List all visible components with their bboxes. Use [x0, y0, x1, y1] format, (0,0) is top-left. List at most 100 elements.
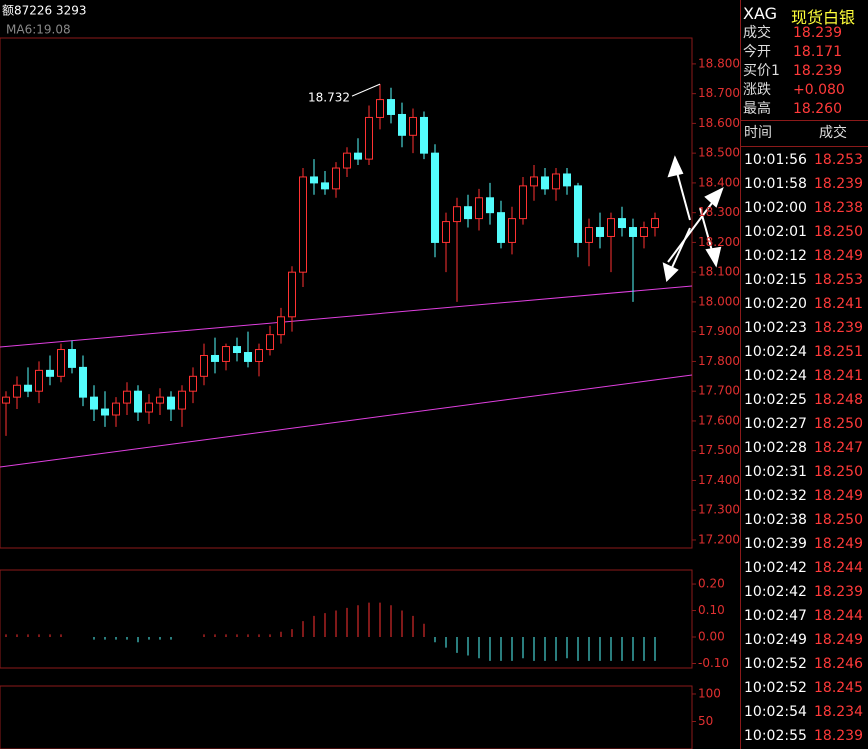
- tick-time: 10:02:23: [744, 320, 807, 336]
- chart: 额87226 3293 MA6:19.08 18.800 18.700 18.600…: [0, 4, 740, 749]
- tick-price: 18.239: [814, 320, 863, 336]
- candle-body: [365, 116, 373, 160]
- tick-price: 18.250: [814, 464, 863, 480]
- tick-row: 10:02:20 18.241: [743, 292, 867, 316]
- tick-price: 18.247: [814, 440, 863, 456]
- tick-row: 10:02:01 18.250: [743, 220, 867, 244]
- tick-time: 10:02:32: [744, 488, 807, 504]
- y-tick-label: 17.300: [698, 503, 740, 517]
- tick-time: 10:02:52: [744, 680, 807, 696]
- quote-label: 买价1: [743, 63, 780, 79]
- candle-body: [2, 396, 10, 404]
- tick-time: 10:02:38: [744, 512, 807, 528]
- candle-body: [464, 206, 472, 220]
- candle-body: [156, 396, 164, 404]
- tick-price: 18.253: [814, 272, 863, 288]
- candle-body: [486, 197, 494, 214]
- y-tick-label: 18.700: [698, 86, 740, 100]
- tick-row: 10:02:31 18.250: [743, 460, 867, 484]
- candle-body: [24, 384, 32, 392]
- kdj-tick-label: 100: [698, 686, 721, 700]
- quote-row: 买价1 18.239: [743, 62, 867, 81]
- candle-body: [530, 176, 538, 187]
- tick-row: 10:02:15 18.253: [743, 268, 867, 292]
- candle-body: [112, 402, 120, 416]
- candle-body: [596, 227, 604, 237]
- symbol: XAG: [743, 4, 778, 23]
- candle-body: [508, 218, 516, 243]
- tick-price: 18.248: [814, 392, 863, 408]
- y-tick-label: 18.400: [698, 175, 740, 189]
- candle-body: [222, 346, 230, 362]
- tick-row: 10:02:24 18.251: [743, 340, 867, 364]
- candle-body: [387, 99, 395, 115]
- quote-row: 涨跌 +0.080: [743, 81, 867, 100]
- tick-price: 18.250: [814, 512, 863, 528]
- quote-label: 涨跌: [743, 82, 771, 98]
- quote-value: 18.171: [793, 44, 842, 60]
- tick-price: 18.241: [814, 296, 863, 312]
- y-tick-label: 17.900: [698, 324, 740, 338]
- quote-row: 最高 18.260: [743, 100, 867, 119]
- tick-row: 10:02:54 18.234: [743, 700, 867, 724]
- tick-row: 10:02:23 18.239: [743, 316, 867, 340]
- quote-label: 今开: [743, 44, 771, 60]
- candle-body: [134, 390, 142, 413]
- y-tick-label: 17.400: [698, 473, 740, 487]
- y-tick-label: 17.500: [698, 443, 740, 457]
- candle-body: [178, 390, 186, 410]
- candle-body: [607, 218, 615, 237]
- tick-time: 10:02:42: [744, 584, 807, 600]
- tick-time: 10:02:00: [744, 200, 807, 216]
- tick-row: 10:02:55 18.239: [743, 724, 867, 748]
- tick-row: 10:01:56 18.253: [743, 148, 867, 172]
- tick-price: 18.239: [814, 176, 863, 192]
- tick-time: 10:02:49: [744, 632, 807, 648]
- quote-value: 18.239: [793, 63, 842, 79]
- y-tick-label: 17.700: [698, 384, 740, 398]
- trend-line: [0, 374, 693, 468]
- y-tick-label: 18.500: [698, 146, 740, 160]
- candle-body: [189, 375, 197, 392]
- candle-body: [475, 197, 483, 220]
- tick-price: 18.249: [814, 536, 863, 552]
- candle-body: [585, 227, 593, 243]
- y-tick-label: 18.200: [698, 235, 740, 249]
- tick-row: 10:02:25 18.248: [743, 388, 867, 412]
- y-tick-label: 18.000: [698, 294, 740, 308]
- tick-price: 18.253: [814, 152, 863, 168]
- quote-label: 最高: [743, 101, 771, 117]
- quote-row: 今开 18.171: [743, 43, 867, 62]
- candle-body: [640, 227, 648, 237]
- y-tick-label: 18.100: [698, 265, 740, 279]
- tick-row: 10:02:49 18.249: [743, 628, 867, 652]
- candle-body: [167, 396, 175, 410]
- header-price: 成交: [819, 125, 847, 141]
- tick-time: 10:02:55: [744, 728, 807, 744]
- candle-body: [332, 167, 340, 190]
- candle-body: [651, 218, 659, 229]
- tick-price: 18.250: [814, 416, 863, 432]
- candle-body: [255, 349, 263, 362]
- candle-body: [310, 176, 318, 184]
- tick-row: 10:02:47 18.244: [743, 604, 867, 628]
- tick-row: 10:01:58 18.239: [743, 172, 867, 196]
- tick-time: 10:02:54: [744, 704, 807, 720]
- candle-body: [35, 369, 43, 392]
- tick-price: 18.244: [814, 608, 863, 624]
- tick-price: 18.246: [814, 656, 863, 672]
- candle-body: [431, 152, 439, 243]
- tick-time: 10:01:56: [744, 152, 807, 168]
- tick-row: 10:02:42 18.244: [743, 556, 867, 580]
- candle-body: [266, 334, 274, 351]
- tick-price: 18.250: [814, 224, 863, 240]
- high-label: 18.732: [308, 91, 350, 105]
- candle-body: [552, 173, 560, 190]
- candle-body: [79, 366, 87, 398]
- candle-body: [541, 176, 549, 190]
- tick-row: 10:02:12 18.249: [743, 244, 867, 268]
- tick-row: 10:02:24 18.241: [743, 364, 867, 388]
- kdj-tick-label: 50: [698, 714, 713, 728]
- tick-time: 10:02:27: [744, 416, 807, 432]
